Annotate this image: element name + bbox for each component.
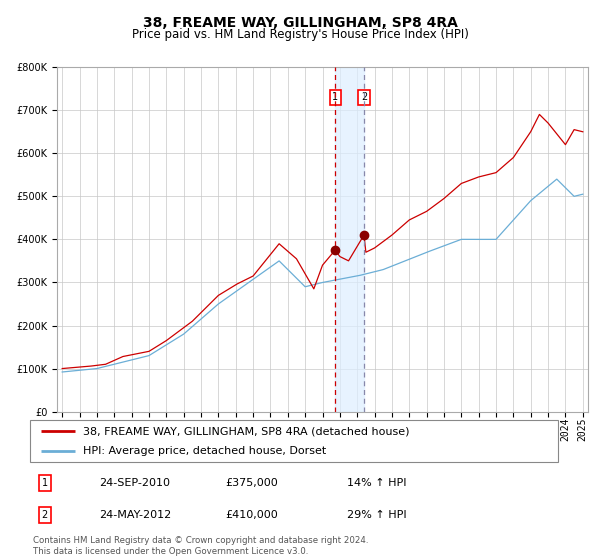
Text: £410,000: £410,000	[226, 510, 278, 520]
FancyBboxPatch shape	[30, 420, 558, 462]
Text: £375,000: £375,000	[226, 478, 278, 488]
Text: 2: 2	[361, 92, 367, 102]
Text: Price paid vs. HM Land Registry's House Price Index (HPI): Price paid vs. HM Land Registry's House …	[131, 28, 469, 41]
Text: Contains HM Land Registry data © Crown copyright and database right 2024.
This d: Contains HM Land Registry data © Crown c…	[33, 536, 368, 556]
Text: 14% ↑ HPI: 14% ↑ HPI	[347, 478, 406, 488]
Text: HPI: Average price, detached house, Dorset: HPI: Average price, detached house, Dors…	[83, 446, 326, 456]
Bar	[335, 67, 364, 412]
Text: 24-SEP-2010: 24-SEP-2010	[98, 478, 170, 488]
Text: 1: 1	[332, 92, 338, 102]
Text: 29% ↑ HPI: 29% ↑ HPI	[347, 510, 406, 520]
Text: 1: 1	[42, 478, 48, 488]
Text: 2: 2	[41, 510, 48, 520]
Text: 38, FREAME WAY, GILLINGHAM, SP8 4RA: 38, FREAME WAY, GILLINGHAM, SP8 4RA	[143, 16, 457, 30]
Text: 38, FREAME WAY, GILLINGHAM, SP8 4RA (detached house): 38, FREAME WAY, GILLINGHAM, SP8 4RA (det…	[83, 426, 409, 436]
Text: 24-MAY-2012: 24-MAY-2012	[98, 510, 171, 520]
